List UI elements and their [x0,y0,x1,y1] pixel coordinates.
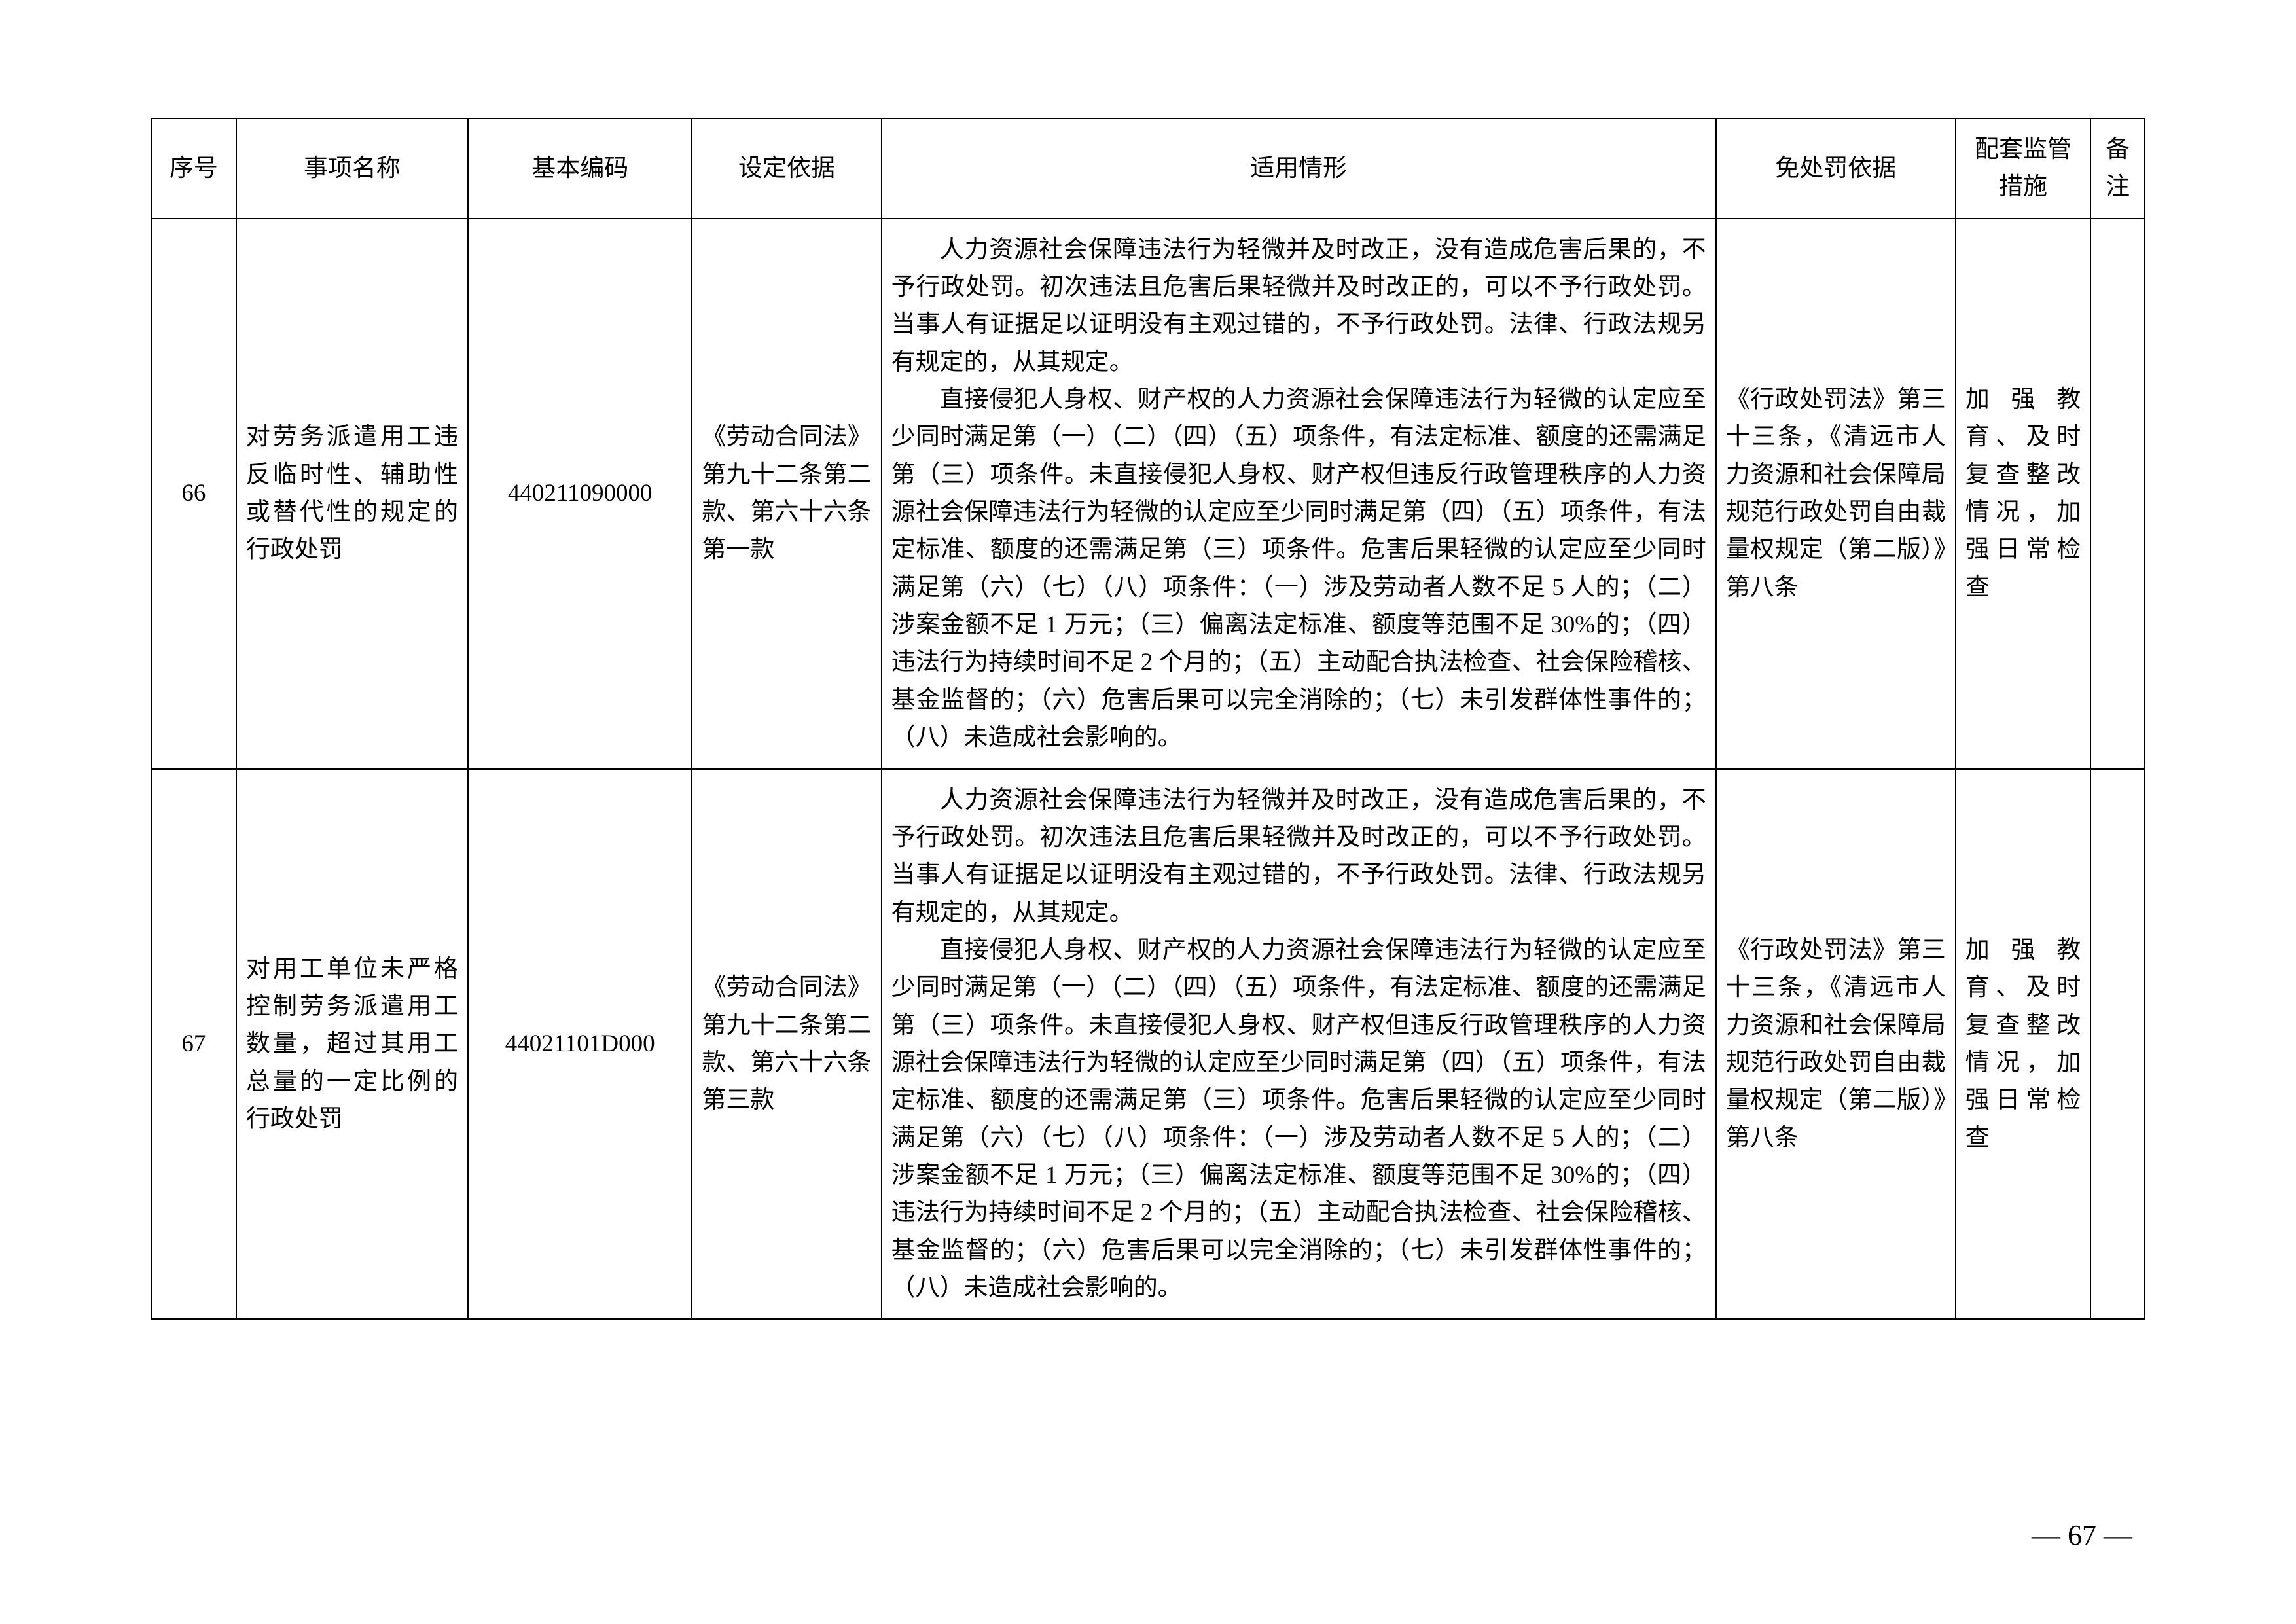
cell-seq: 66 [151,219,236,769]
cell-sup: 加强教育、及时复查整改情况，加强日常检查 [1956,769,2091,1320]
header-basis: 设定依据 [692,118,881,219]
table-row: 67 对用工单位未严格控制劳务派遣用工数量，超过其用工总量的一定比例的行政处罚 … [151,769,2145,1320]
regulation-table: 序号 事项名称 基本编码 设定依据 适用情形 免处罚依据 配套监管措施 备注 6… [151,118,2145,1320]
cell-exempt: 《行政处罚法》第三十三条，《清远市人力资源和社会保障局规范行政处罚自由裁量权规定… [1716,769,1956,1320]
header-code: 基本编码 [468,118,692,219]
header-sup: 配套监管措施 [1956,118,2091,219]
cell-name: 对用工单位未严格控制劳务派遣用工数量，超过其用工总量的一定比例的行政处罚 [236,769,468,1320]
table-row: 66 对劳务派遣用工违反临时性、辅助性或替代性的规定的行政处罚 44021109… [151,219,2145,769]
page-number: — 67 — [2032,1519,2132,1552]
header-scene: 适用情形 [882,118,1716,219]
cell-basis: 《劳动合同法》第九十二条第二款、第六十六条第三款 [692,769,881,1320]
page-container: 序号 事项名称 基本编码 设定依据 适用情形 免处罚依据 配套监管措施 备注 6… [0,0,2296,1385]
cell-seq: 67 [151,769,236,1320]
header-name: 事项名称 [236,118,468,219]
scene-para-1: 人力资源社会保障违法行为轻微并及时改正，没有造成危害后果的，不予行政处罚。初次违… [891,231,1706,381]
table-header-row: 序号 事项名称 基本编码 设定依据 适用情形 免处罚依据 配套监管措施 备注 [151,118,2145,219]
header-seq: 序号 [151,118,236,219]
cell-scene: 人力资源社会保障违法行为轻微并及时改正，没有造成危害后果的，不予行政处罚。初次违… [882,769,1716,1320]
cell-note [2090,769,2145,1320]
cell-basis: 《劳动合同法》第九十二条第二款、第六十六条第一款 [692,219,881,769]
cell-name: 对劳务派遣用工违反临时性、辅助性或替代性的规定的行政处罚 [236,219,468,769]
cell-exempt: 《行政处罚法》第三十三条，《清远市人力资源和社会保障局规范行政处罚自由裁量权规定… [1716,219,1956,769]
cell-note [2090,219,2145,769]
header-note: 备注 [2090,118,2145,219]
cell-scene: 人力资源社会保障违法行为轻微并及时改正，没有造成危害后果的，不予行政处罚。初次违… [882,219,1716,769]
cell-code: 440211090000 [468,219,692,769]
scene-para-1: 人力资源社会保障违法行为轻微并及时改正，没有造成危害后果的，不予行政处罚。初次违… [891,782,1706,931]
header-exempt: 免处罚依据 [1716,118,1956,219]
cell-sup: 加强教育、及时复查整改情况，加强日常检查 [1956,219,2091,769]
cell-code: 44021101D000 [468,769,692,1320]
scene-para-2: 直接侵犯人身权、财产权的人力资源社会保障违法行为轻微的认定应至少同时满足第（一）… [891,931,1706,1307]
scene-para-2: 直接侵犯人身权、财产权的人力资源社会保障违法行为轻微的认定应至少同时满足第（一）… [891,381,1706,756]
